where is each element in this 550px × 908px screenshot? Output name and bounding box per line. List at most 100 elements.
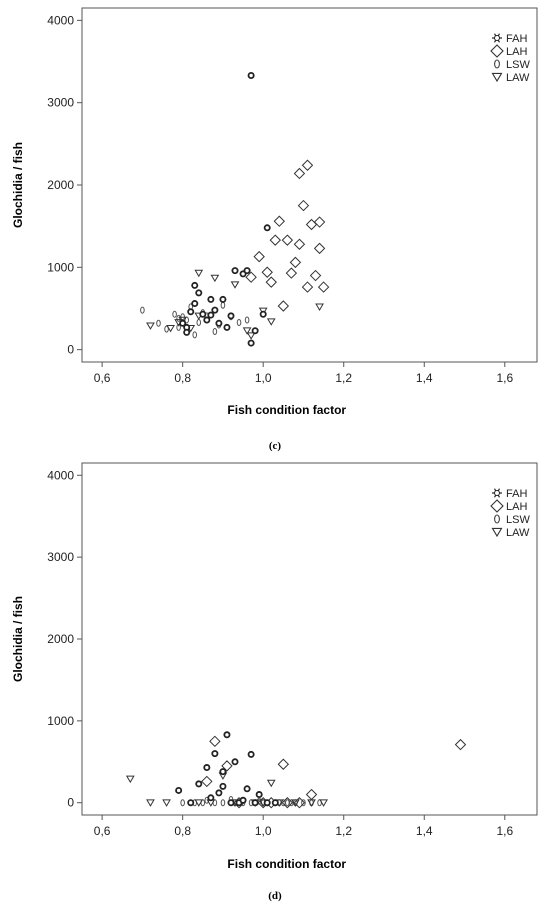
- data-point-fah: [243, 785, 251, 793]
- data-point-fah: [251, 799, 259, 807]
- legend-icon-law: [491, 527, 503, 538]
- legend-icon-lah: [490, 499, 504, 513]
- legend-icon-fah: [492, 33, 502, 43]
- data-point-fah: [207, 794, 215, 802]
- data-point-fah: [179, 319, 187, 327]
- data-point-lsw: [301, 799, 306, 807]
- data-point-law: [266, 779, 276, 788]
- data-point-lsw: [236, 318, 242, 326]
- data-point-lsw: [140, 306, 145, 314]
- data-point-fah: [263, 224, 271, 232]
- data-point-fah: [195, 780, 203, 788]
- data-point-fah: [247, 750, 255, 758]
- y-tick-label: 3000: [47, 550, 74, 564]
- x-tick-label: 1,2: [335, 371, 352, 385]
- data-point-fah: [207, 311, 215, 319]
- data-point-fah: [219, 768, 227, 776]
- data-point-lsw: [244, 316, 250, 324]
- data-point-fah: [247, 72, 255, 80]
- data-points: [125, 731, 467, 809]
- data-point-fah: [263, 799, 271, 807]
- legend-icon-core: [494, 490, 500, 496]
- legend-icon-fah: [492, 488, 502, 498]
- data-point-lah: [305, 788, 318, 801]
- data-point-law: [210, 274, 220, 283]
- data-point-lsw: [180, 799, 185, 807]
- plot-frame: [81, 462, 538, 816]
- x-tick-label: 0,8: [174, 371, 191, 385]
- data-point-law: [266, 318, 276, 326]
- data-point-lah: [281, 234, 294, 246]
- x-tick-label: 0,8: [174, 824, 191, 838]
- y-tick-label: 4000: [47, 468, 74, 482]
- data-point-lah: [301, 281, 314, 293]
- data-point-fah: [187, 308, 195, 316]
- data-point-law: [242, 327, 252, 335]
- data-point-fah: [203, 316, 211, 324]
- data-point-lah: [293, 238, 306, 250]
- x-tick-label: 0,6: [94, 824, 111, 838]
- data-point-lsw: [176, 314, 181, 322]
- data-point-fah: [271, 799, 279, 807]
- y-axis-title: Glochidia / fish: [11, 596, 25, 682]
- data-point-lah: [221, 760, 233, 772]
- data-point-lsw: [156, 319, 161, 327]
- data-point-law: [230, 281, 240, 289]
- x-tick-label: 1,2: [335, 824, 352, 838]
- x-axis-title: Fish condition factor: [227, 857, 346, 871]
- y-tick-label: 4000: [47, 13, 74, 27]
- data-point-fah: [231, 267, 239, 275]
- legend-icon-core: [494, 35, 500, 41]
- legend-label-lah: LAH: [506, 46, 527, 58]
- data-point-law: [146, 322, 155, 330]
- y-axis-title: Glochidia / fish: [11, 142, 25, 228]
- figure-caption: (d): [268, 890, 282, 902]
- data-point-law: [315, 303, 324, 311]
- data-point-lah: [277, 300, 290, 312]
- data-point-lah: [313, 242, 326, 255]
- data-point-lah: [289, 256, 302, 269]
- data-point-fah: [191, 281, 199, 289]
- figure-caption: (c): [269, 440, 282, 452]
- data-point-lah: [269, 234, 281, 246]
- data-point-fah: [211, 750, 219, 758]
- x-axis-title: Fish condition factor: [227, 403, 346, 417]
- data-point-law: [246, 332, 256, 340]
- y-tick-label: 1000: [47, 260, 74, 274]
- data-point-fah: [227, 312, 235, 320]
- data-point-fah: [219, 782, 227, 790]
- legend-label-fah: FAH: [506, 33, 527, 45]
- data-point-lah: [201, 775, 213, 788]
- data-point-fah: [211, 306, 219, 314]
- series-lah: [245, 159, 330, 312]
- data-point-law: [125, 775, 135, 784]
- y-tick-label: 3000: [47, 96, 74, 110]
- data-point-lah: [313, 216, 326, 228]
- legend-icon-law: [491, 72, 503, 83]
- x-tick-label: 1,4: [416, 824, 433, 838]
- scatter-panel-d: 0 1000 2000 3000 4000 0,6 0,8 1,0 1,2 1,4 1,6 Fish …: [11, 462, 538, 902]
- x-tick-label: 1,0: [255, 371, 272, 385]
- data-point-fah: [219, 295, 227, 303]
- data-point-lah: [293, 167, 306, 180]
- data-point-fah: [175, 786, 183, 794]
- y-tick-label: 1000: [47, 714, 74, 728]
- y-tick-label: 2000: [47, 178, 74, 192]
- data-point-lsw: [212, 328, 218, 336]
- data-point-lah: [293, 797, 306, 809]
- data-point-lsw: [220, 799, 226, 807]
- x-tick-label: 0,6: [94, 371, 111, 385]
- data-point-lah: [297, 199, 310, 212]
- data-point-fah: [247, 339, 255, 347]
- legend-label-lsw: LSW: [506, 59, 530, 71]
- data-point-fah: [203, 764, 211, 772]
- data-point-law: [146, 799, 155, 807]
- data-point-fah: [195, 289, 203, 297]
- data-point-fah: [191, 300, 199, 308]
- data-point-law: [194, 799, 204, 807]
- data-point-lah: [265, 276, 277, 288]
- data-point-lsw: [176, 323, 181, 331]
- data-point-law: [162, 799, 171, 807]
